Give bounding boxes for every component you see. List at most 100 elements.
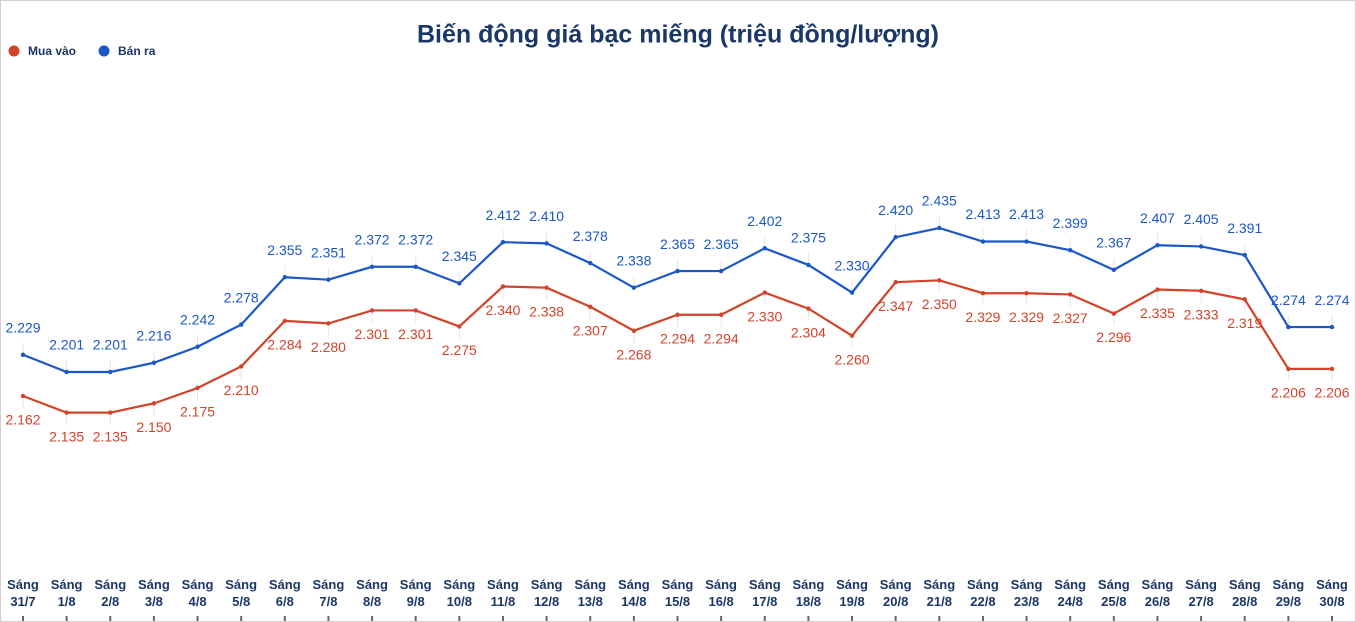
data-label: 2.206 [1314, 385, 1349, 401]
data-label: 2.307 [573, 322, 608, 338]
data-point [1286, 324, 1291, 330]
data-point [631, 285, 637, 290]
data-label: 2.355 [267, 242, 302, 258]
data-label: 2.175 [180, 404, 215, 420]
data-point [1286, 366, 1291, 372]
data-label: 2.335 [1140, 305, 1175, 321]
data-label: 2.150 [136, 419, 171, 435]
data-point [20, 352, 26, 357]
x-tick-label: Sáng 4/8 [181, 577, 214, 609]
data-label: 2.162 [5, 412, 40, 428]
data-label: 2.301 [398, 326, 433, 342]
data-point [369, 308, 375, 313]
data-point [937, 225, 942, 231]
data-label: 2.413 [1009, 206, 1044, 222]
x-tick-label: Sáng 12/8 [530, 577, 563, 609]
data-label: 2.330 [835, 257, 870, 273]
chart-title: Biến động giá bạc miếng (triệu đồng/lượn… [417, 21, 939, 49]
data-point [20, 393, 26, 399]
x-tick-label: Sáng 11/8 [487, 577, 519, 609]
data-label: 2.294 [660, 330, 695, 346]
data-point [1198, 244, 1204, 249]
x-tick-label: Sáng 15/8 [661, 577, 694, 609]
x-tick-label: Sáng 6/8 [268, 577, 301, 609]
data-point [108, 410, 113, 415]
data-label: 2.329 [1009, 309, 1044, 325]
x-tick-label: Sáng 25/8 [1097, 577, 1130, 609]
x-tick-label: Sáng 2/8 [94, 577, 127, 609]
data-label: 2.407 [1140, 210, 1175, 226]
data-label: 2.405 [1184, 211, 1219, 227]
data-label: 2.367 [1096, 235, 1131, 251]
x-tick-label: Sáng 8/8 [356, 577, 388, 609]
data-label: 2.338 [529, 303, 564, 319]
legend-marker [8, 45, 20, 57]
data-point [1242, 297, 1247, 302]
data-point [762, 246, 767, 251]
data-label: 2.216 [136, 327, 171, 343]
data-point [151, 401, 157, 406]
data-label: 2.268 [616, 346, 651, 362]
data-point [195, 385, 200, 391]
data-label: 2.274 [1314, 292, 1349, 308]
data-point [588, 304, 593, 309]
x-tick-label: Sáng 9/8 [399, 577, 432, 609]
data-point [238, 364, 244, 369]
data-label: 2.201 [93, 337, 128, 353]
x-tick-label: Sáng 26/8 [1141, 577, 1174, 609]
data-point [282, 318, 287, 324]
data-point [151, 360, 157, 365]
x-tick-label: Sáng 31/7 [7, 577, 39, 609]
data-point [1155, 243, 1160, 248]
x-tick-label: Sáng 14/8 [617, 577, 650, 609]
data-label: 2.210 [224, 382, 259, 398]
x-tick-label: Sáng 19/8 [836, 577, 868, 609]
data-label: 2.391 [1227, 220, 1262, 236]
data-label: 2.365 [704, 236, 739, 252]
x-tick-label: Sáng 3/8 [137, 577, 170, 609]
data-label: 2.412 [485, 207, 520, 223]
data-point [500, 239, 506, 245]
data-point [413, 264, 418, 269]
data-point [1111, 311, 1117, 316]
data-point [675, 268, 680, 274]
data-point [1329, 366, 1335, 372]
x-tick-label: Sáng 10/8 [443, 577, 476, 609]
data-label: 2.402 [747, 213, 782, 229]
data-point [1198, 288, 1204, 293]
x-tick-label: Sáng 1/8 [50, 577, 83, 609]
data-point [675, 312, 680, 317]
x-tick-label: Sáng 18/8 [792, 577, 825, 609]
legend-marker [98, 45, 110, 57]
data-label: 2.284 [267, 337, 302, 353]
data-point [762, 290, 767, 295]
data-label: 2.365 [660, 236, 695, 252]
data-point [588, 260, 593, 266]
x-tick-label: Sáng 23/8 [1010, 577, 1043, 609]
data-point [326, 277, 331, 282]
data-point [1068, 247, 1073, 253]
data-label: 2.319 [1227, 315, 1262, 331]
data-label: 2.201 [49, 337, 84, 353]
data-point [195, 344, 200, 349]
x-tick-label: Sáng 24/8 [1054, 577, 1087, 609]
data-label: 2.135 [49, 428, 84, 444]
x-tick-label: Sáng 17/8 [748, 577, 781, 609]
x-tick-label: Sáng 20/8 [879, 577, 912, 609]
data-label: 2.294 [704, 330, 739, 346]
x-tick-label: Sáng 29/8 [1272, 577, 1305, 609]
data-point [544, 241, 549, 246]
data-point [806, 306, 811, 311]
data-label: 2.327 [1053, 310, 1088, 326]
data-point [500, 284, 506, 289]
data-label: 2.206 [1271, 385, 1306, 401]
data-label: 2.278 [224, 289, 259, 305]
data-label: 2.330 [747, 308, 782, 324]
data-point [457, 324, 462, 329]
legend-label: Mua vào [28, 44, 76, 58]
data-point [1024, 239, 1029, 244]
data-label: 2.345 [442, 248, 477, 264]
data-label: 2.350 [922, 296, 957, 312]
